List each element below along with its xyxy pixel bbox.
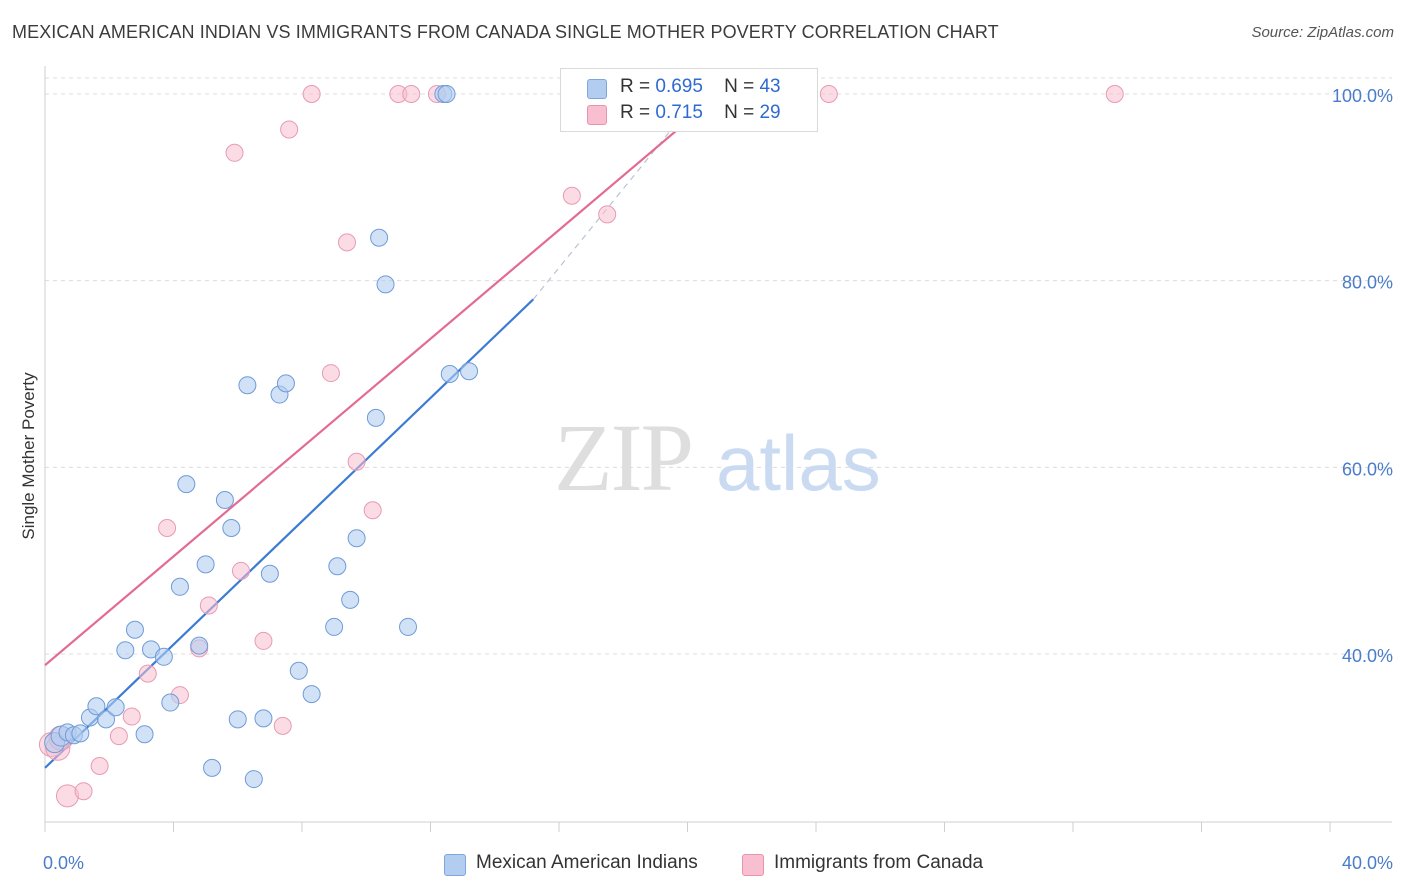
data-point-blue (238, 376, 257, 395)
data-point-blue (125, 620, 144, 639)
trend-line-blue (44, 298, 535, 769)
data-point-blue (203, 758, 222, 777)
data-point-blue (222, 519, 241, 537)
source-label: Source: ZipAtlas.com (1251, 24, 1394, 41)
axes (44, 66, 1392, 832)
y-tick-label: 40.0% (1342, 646, 1393, 666)
y-tick-label: 60.0% (1342, 459, 1393, 479)
data-point-pink (280, 120, 299, 139)
data-point-blue (260, 564, 279, 583)
legend-n-label: N = (724, 102, 755, 123)
data-point-pink (273, 716, 292, 735)
data-point-blue (399, 617, 418, 636)
legend-r-label: R = (620, 76, 651, 97)
y-tick-label: 100.0% (1332, 86, 1393, 106)
data-point-blue (460, 362, 479, 381)
data-point-pink (347, 452, 366, 471)
data-point-pink (819, 85, 838, 103)
data-point-blue (440, 365, 459, 383)
data-point-blue (437, 85, 456, 103)
data-point-pink (138, 664, 157, 683)
data-point-pink (158, 519, 177, 537)
watermark-atlas: atlas (716, 419, 881, 507)
data-point-blue (106, 698, 125, 717)
x-tick-label: 40.0% (1342, 853, 1393, 873)
data-point-blue (328, 557, 347, 576)
data-point-blue (289, 661, 308, 680)
data-point-blue (366, 408, 385, 427)
data-point-pink (90, 757, 109, 775)
data-point-blue (347, 529, 366, 548)
data-point-blue (302, 685, 321, 704)
data-point-blue (215, 491, 234, 509)
data-point-pink (402, 85, 421, 103)
data-point-blue (87, 697, 106, 716)
data-point-blue (325, 617, 344, 636)
data-point-pink (122, 707, 141, 726)
data-point-blue (116, 641, 135, 660)
chart-title: MEXICAN AMERICAN INDIAN VS IMMIGRANTS FR… (12, 22, 999, 42)
bottom-legend-swatch-pink (742, 854, 764, 876)
data-point-blue (228, 710, 247, 729)
data-point-blue (190, 636, 209, 655)
data-point-pink (199, 596, 218, 615)
data-point-pink (254, 631, 273, 650)
legend-r-value-pink: 0.715 (655, 102, 703, 123)
x-tick-label: 0.0% (43, 853, 84, 873)
data-point-pink (1105, 85, 1124, 103)
watermark-zip: ZIP (554, 404, 692, 511)
data-point-blue (71, 724, 90, 743)
data-points (38, 85, 1124, 808)
bottom-legend-swatch-blue (444, 854, 466, 876)
trend-line-pink (44, 93, 721, 667)
data-point-pink (302, 85, 321, 103)
data-point-blue (154, 647, 173, 666)
data-point-pink (225, 143, 244, 162)
data-point-blue (196, 555, 215, 574)
legend-r-value-blue: 0.695 (655, 76, 703, 97)
legend-n-value-blue: 43 (759, 76, 781, 97)
legend-swatch-blue (587, 79, 607, 99)
legend-r-label: R = (620, 102, 651, 123)
data-point-pink (562, 186, 581, 205)
data-point-blue (161, 693, 180, 712)
data-point-pink (598, 205, 617, 224)
data-point-pink (337, 233, 356, 252)
legend-swatch-pink (587, 105, 607, 125)
bottom-legend-label-pink: Immigrants from Canada (774, 852, 984, 873)
correlation-legend: R = 0.695 N = 43 R = 0.715 N = 29 (560, 68, 818, 132)
data-point-blue (276, 374, 295, 393)
data-point-blue (376, 275, 395, 294)
data-point-blue (244, 770, 263, 789)
data-point-pink (321, 364, 340, 383)
data-point-blue (254, 709, 273, 728)
data-point-blue (170, 577, 189, 596)
legend-n-value-pink: 29 (759, 102, 781, 123)
data-point-blue (370, 228, 389, 247)
data-point-blue (341, 590, 360, 609)
y-tick-label: 80.0% (1342, 273, 1393, 293)
data-point-blue (177, 475, 196, 494)
data-point-pink (231, 561, 250, 580)
data-point-blue (135, 725, 154, 744)
data-point-pink (363, 501, 382, 520)
watermark: ZIP atlas (554, 404, 881, 511)
data-point-pink (74, 782, 93, 801)
tick-labels: 40.0% 60.0% 80.0% 100.0% 0.0% 40.0% (43, 86, 1393, 873)
data-point-pink (109, 727, 128, 746)
data-point-blue (97, 710, 116, 729)
y-axis-label: Single Mother Poverty (19, 372, 38, 540)
legend-n-label: N = (724, 76, 755, 97)
bottom-legend-label-blue: Mexican American Indians (476, 852, 698, 873)
